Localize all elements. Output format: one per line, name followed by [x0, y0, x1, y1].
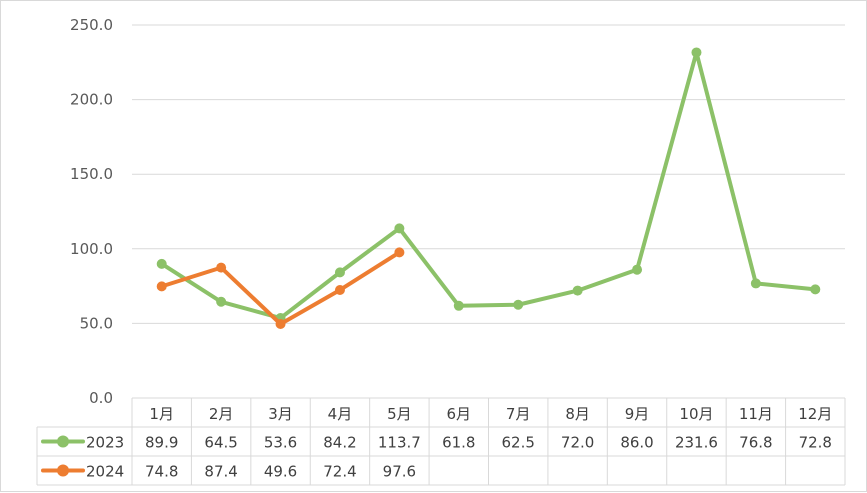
x-tick-label: 1月 [149, 405, 174, 423]
data-table-value: 61.8 [442, 434, 475, 452]
data-point-2023 [156, 258, 167, 269]
data-table-value: 64.5 [204, 434, 237, 452]
x-tick-label: 6月 [447, 405, 472, 423]
x-tick-label: 4月 [328, 405, 353, 423]
x-tick-label: 2月 [209, 405, 234, 423]
data-point-2023 [453, 300, 464, 311]
data-table-value: 87.4 [204, 463, 237, 481]
x-tick-label: 3月 [268, 405, 293, 423]
y-tick-label: 150.0 [70, 165, 113, 183]
data-point-2024 [156, 281, 167, 292]
data-point-2024 [275, 318, 286, 329]
data-point-2023 [216, 296, 227, 307]
legend-label: 2024 [86, 463, 124, 481]
x-tick-label: 8月 [565, 405, 590, 423]
data-table-value: 72.8 [799, 434, 832, 452]
data-point-2023 [632, 264, 643, 275]
data-table-value: 74.8 [145, 463, 178, 481]
y-tick-label: 200.0 [70, 91, 113, 109]
legend-key-marker-2023 [57, 435, 69, 448]
data-table-value: 72.0 [561, 434, 594, 452]
x-tick-label: 9月 [625, 405, 650, 423]
data-point-2023 [810, 284, 821, 295]
data-table-value: 49.6 [264, 463, 297, 481]
y-tick-label: 0.0 [89, 389, 113, 407]
legend-key-marker-2024 [57, 464, 69, 477]
data-table-value: 84.2 [323, 434, 356, 452]
data-table-value: 113.7 [378, 434, 421, 452]
data-table-value: 76.8 [739, 434, 772, 452]
data-table-value: 72.4 [323, 463, 356, 481]
legend-label: 2023 [86, 434, 124, 452]
y-tick-label: 250.0 [70, 16, 113, 34]
data-point-2023 [513, 299, 524, 310]
data-point-2023 [334, 267, 345, 278]
data-table-value: 231.6 [675, 434, 718, 452]
data-point-2023 [691, 47, 702, 58]
data-point-2023 [394, 223, 405, 234]
data-point-2023 [572, 285, 583, 296]
x-tick-label: 5月 [387, 405, 412, 423]
series-line-2023 [159, 50, 818, 321]
x-tick-label: 10月 [679, 405, 713, 423]
y-tick-label: 50.0 [80, 314, 113, 332]
data-point-2024 [334, 284, 345, 295]
data-table-value: 53.6 [264, 434, 297, 452]
data-table-value: 89.9 [145, 434, 178, 452]
data-table-value: 97.6 [383, 463, 416, 481]
data-point-2024 [394, 247, 405, 258]
data-point-2024 [216, 262, 227, 273]
x-tick-label: 7月 [506, 405, 531, 423]
y-tick-label: 100.0 [70, 240, 113, 258]
data-point-2023 [750, 278, 761, 289]
x-tick-label: 11月 [739, 405, 773, 423]
data-table-value: 62.5 [502, 434, 535, 452]
data-table-value: 86.0 [620, 434, 653, 452]
x-tick-label: 12月 [798, 405, 832, 423]
